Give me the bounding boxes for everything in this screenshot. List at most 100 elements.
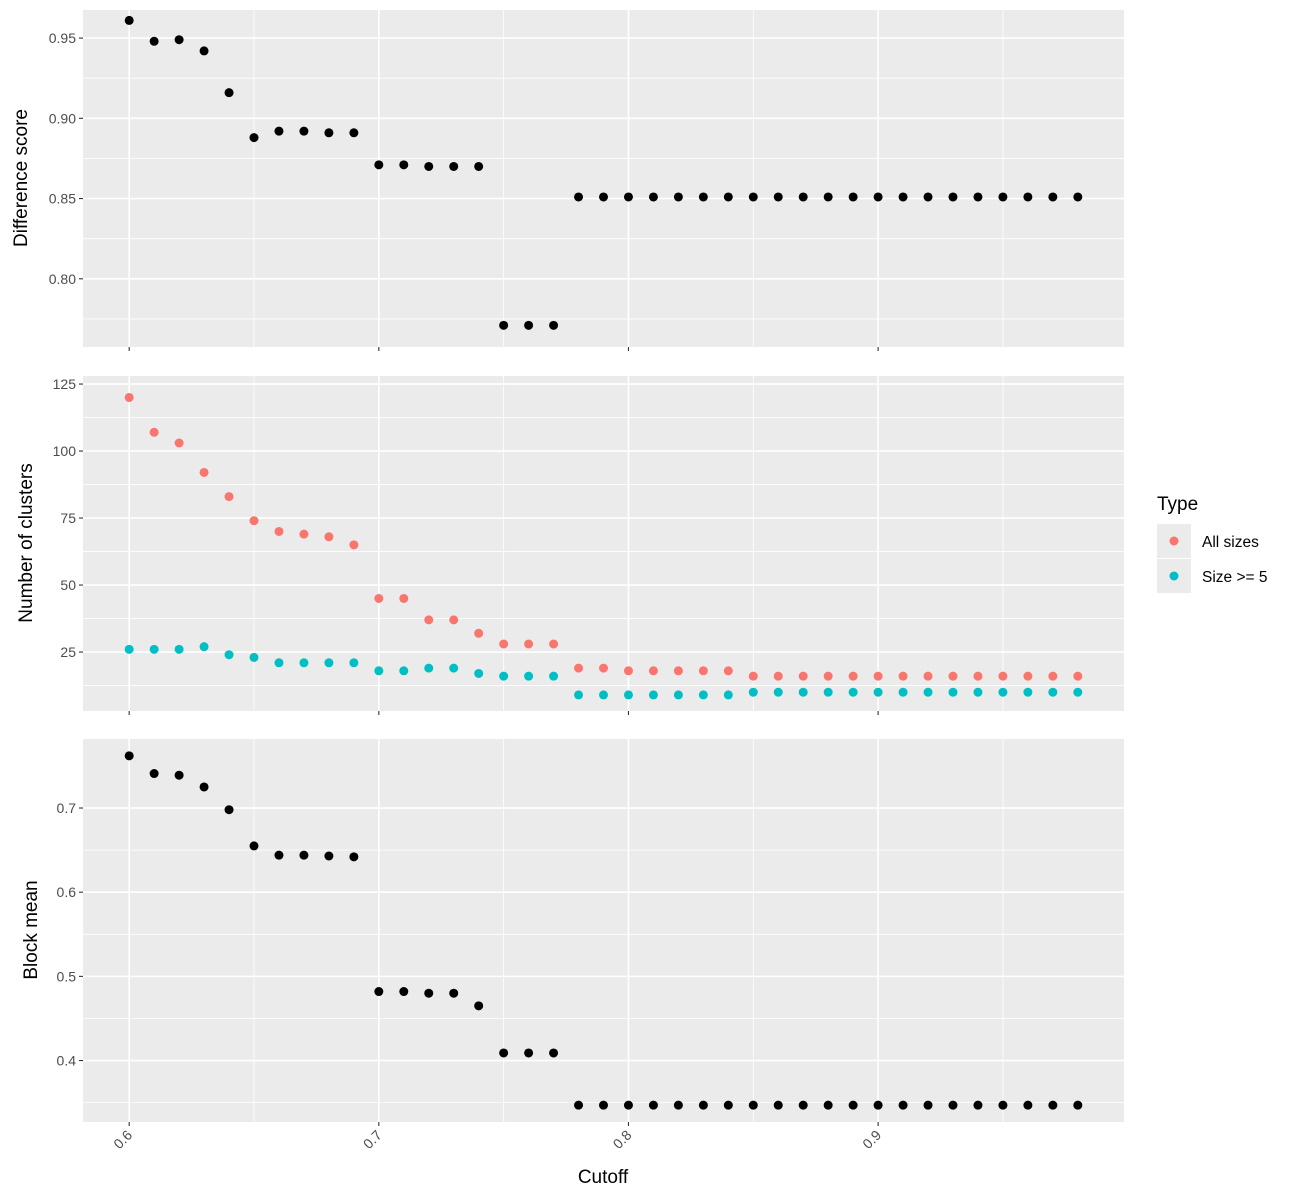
y-tick-label: 75 [60,510,76,526]
data-point-size-5 [399,666,409,676]
data-point-size-5 [599,690,608,700]
y-tick-label: 0.80 [49,271,76,287]
data-point-size-5 [773,687,783,697]
panel-background [83,739,1124,1122]
data-point-all-sizes [773,671,783,681]
data-point-series-1 [574,192,584,202]
data-point-series-1 [698,192,708,202]
data-point-size-5 [923,687,933,697]
panel-1: 0.80 0.85 0.90 0.95 Difference score [11,10,1124,351]
data-point-all-sizes [723,666,733,676]
x-axis-title: Cutoff [578,1167,629,1188]
data-point-all-sizes [524,639,534,649]
data-point-series-1 [698,1100,708,1110]
data-point-size-5 [549,671,559,681]
data-point-all-sizes [698,666,708,676]
panel-2: 25 50 75 100 125 Number of clusters [16,376,1124,715]
data-point-series-1 [349,852,359,862]
data-point-series-1 [199,46,209,56]
y-axis-title: Block mean [21,880,42,979]
data-point-series-1 [748,1100,758,1110]
data-point-series-1 [474,161,484,171]
data-point-all-sizes [798,671,808,681]
data-point-series-1 [998,192,1008,202]
data-point-all-sizes [673,666,683,676]
data-point-series-1 [324,128,334,138]
data-point-series-1 [898,192,908,202]
data-point-series-1 [174,35,184,45]
legend: Type All sizes Size >= 5 [1157,494,1268,593]
data-point-series-1 [499,1048,509,1058]
data-point-size-5 [424,663,434,673]
data-point-size-5 [324,658,334,668]
data-point-size-5 [873,687,883,697]
data-point-series-1 [973,1100,983,1110]
data-point-all-sizes [424,615,434,625]
data-point-series-1 [324,851,334,861]
data-point-series-1 [673,192,683,202]
data-point-series-1 [623,192,633,202]
data-point-all-sizes [324,532,334,542]
data-point-all-sizes [898,671,908,681]
data-point-series-1 [923,192,933,202]
data-point-series-1 [274,850,284,860]
data-point-series-1 [1023,192,1033,202]
data-point-series-1 [499,320,509,330]
data-point-series-1 [299,126,309,136]
data-point-series-1 [549,1048,559,1058]
data-point-series-1 [948,192,958,202]
data-point-size-5 [648,690,658,700]
data-point-series-1 [673,1100,683,1110]
data-point-series-1 [524,320,534,330]
data-point-size-5 [199,642,209,652]
panel-3: 0.4 0.5 0.6 0.7 Block mean [21,739,1124,1126]
data-point-series-1 [723,1100,733,1110]
y-tick-label: 0.6 [57,884,77,900]
x-tick-label: 0.9 [859,1127,884,1152]
data-point-series-1 [274,126,284,136]
data-point-all-sizes [499,639,509,649]
data-point-size-5 [249,652,259,662]
data-point-all-sizes [574,663,584,673]
data-point-size-5 [349,658,359,668]
data-point-series-1 [349,128,359,138]
data-point-series-1 [1073,1100,1083,1110]
data-point-size-5 [1023,687,1033,697]
data-point-size-5 [374,666,384,676]
data-point-series-1 [424,161,434,171]
data-point-series-1 [449,988,459,998]
legend-key-all-sizes [1169,536,1179,546]
data-point-series-1 [374,987,384,997]
data-point-all-sizes [998,671,1008,681]
data-point-all-sizes [474,628,484,638]
data-point-all-sizes [599,663,608,673]
data-point-series-1 [1048,192,1058,202]
legend-title: Type [1157,494,1198,515]
y-tick-label: 0.4 [57,1053,77,1069]
data-point-series-1 [948,1100,958,1110]
data-point-all-sizes [124,392,134,402]
data-point-all-sizes [973,671,983,681]
data-point-series-1 [773,192,783,202]
data-point-size-5 [948,687,958,697]
data-point-size-5 [673,690,683,700]
data-point-all-sizes [274,526,284,536]
data-point-series-1 [599,192,608,202]
legend-key-size-5 [1169,571,1179,581]
y-tick-label: 0.85 [49,191,76,207]
data-point-series-1 [549,320,559,330]
y-axis-title: Number of clusters [16,463,37,622]
data-point-all-sizes [1073,671,1083,681]
data-point-series-1 [848,192,858,202]
data-point-series-1 [1048,1100,1058,1110]
data-point-all-sizes [948,671,958,681]
data-point-size-5 [499,671,509,681]
data-point-series-1 [848,1100,858,1110]
data-point-all-sizes [1048,671,1058,681]
data-point-series-1 [224,805,234,815]
panel-background [83,376,1124,711]
data-point-series-1 [773,1100,783,1110]
data-point-series-1 [1073,192,1083,202]
data-point-series-1 [249,841,259,851]
data-point-series-1 [798,1100,808,1110]
